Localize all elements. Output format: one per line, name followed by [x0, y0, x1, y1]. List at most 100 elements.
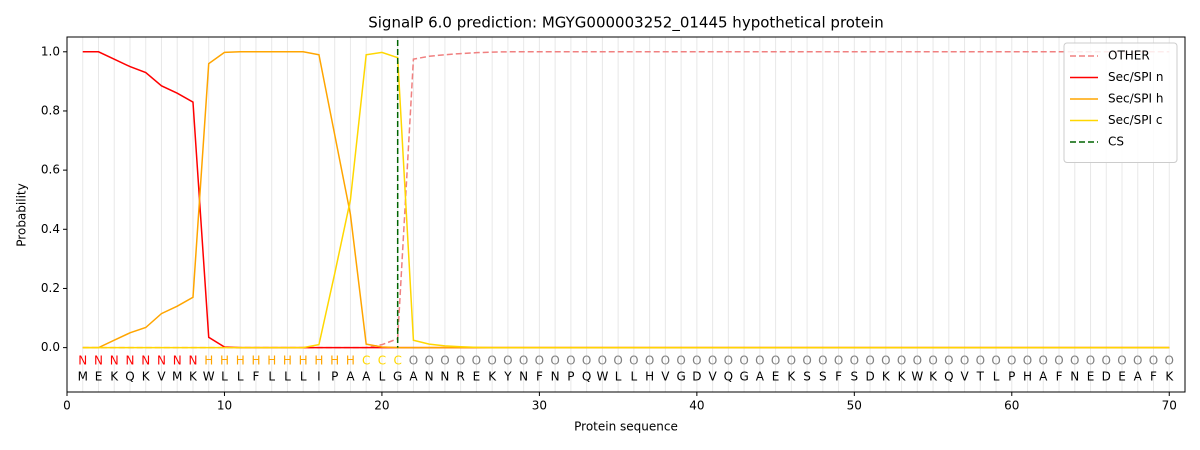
residue-label: V [157, 370, 166, 384]
region-label: O [645, 353, 654, 367]
region-label: O [676, 353, 685, 367]
region-label: H [346, 353, 355, 367]
legend-label: Sec/SPI n [1108, 70, 1163, 84]
region-label: O [440, 353, 449, 367]
region-label: O [456, 353, 465, 367]
residue-label: V [960, 370, 969, 384]
residue-label: P [567, 370, 574, 384]
region-label: O [1054, 353, 1063, 367]
region-label: O [1007, 353, 1016, 367]
region-label: O [897, 353, 906, 367]
residue-label: N [425, 370, 434, 384]
region-label: O [613, 353, 622, 367]
residue-label: N [551, 370, 560, 384]
y-tick-label: 0.0 [41, 340, 60, 354]
residue-label: K [488, 370, 497, 384]
legend-label: Sec/SPI c [1108, 113, 1162, 127]
legend-label: CS [1108, 135, 1124, 149]
region-label: O [991, 353, 1000, 367]
region-label: O [802, 353, 811, 367]
y-tick-label: 0.2 [41, 281, 60, 295]
region-label: O [550, 353, 559, 367]
region-label: H [283, 353, 292, 367]
region-label: O [850, 353, 859, 367]
residue-label: E [1118, 370, 1126, 384]
residue-label: F [536, 370, 543, 384]
plot-frame [66, 36, 1186, 393]
region-label: N [110, 353, 119, 367]
y-tick-label: 1.0 [41, 44, 60, 58]
region-label: O [818, 353, 827, 367]
residue-label: L [615, 370, 622, 384]
region-label: H [267, 353, 276, 367]
region-label: O [1133, 353, 1142, 367]
region-label: N [173, 353, 182, 367]
residue-label: G [739, 370, 748, 384]
region-label: O [692, 353, 701, 367]
region-label: O [519, 353, 528, 367]
region-label: O [834, 353, 843, 367]
region-label: C [362, 353, 370, 367]
region-label: O [487, 353, 496, 367]
residue-label: Q [125, 370, 134, 384]
x-tick-label: 10 [217, 399, 232, 413]
region-label: O [881, 353, 890, 367]
residue-label: Q [724, 370, 733, 384]
residue-label: A [362, 370, 371, 384]
chart-title: SignalP 6.0 prediction: MGYG000003252_01… [368, 14, 884, 33]
region-label: O [771, 353, 780, 367]
residue-label: K [882, 370, 891, 384]
residue-label: L [631, 370, 638, 384]
region-label: N [78, 353, 87, 367]
residue-label: N [440, 370, 449, 384]
residue-label: W [203, 370, 215, 384]
region-label: O [1149, 353, 1158, 367]
residue-label: V [661, 370, 670, 384]
region-label: O [566, 353, 575, 367]
region-label: O [598, 353, 607, 367]
residue-label: E [95, 370, 103, 384]
residue-label: M [172, 370, 182, 384]
region-label: O [472, 353, 481, 367]
residue-label: A [1039, 370, 1048, 384]
region-label: O [1117, 353, 1126, 367]
residue-label: P [331, 370, 338, 384]
region-label: N [141, 353, 150, 367]
residue-label: L [221, 370, 228, 384]
x-tick-label: 30 [532, 399, 547, 413]
y-tick-label: 0.6 [41, 163, 60, 177]
residue-label: F [253, 370, 260, 384]
region-label: C [378, 353, 386, 367]
region-label: H [330, 353, 339, 367]
region-label: O [928, 353, 937, 367]
region-label: N [157, 353, 166, 367]
legend-label: Sec/SPI h [1108, 92, 1163, 106]
residue-label: K [1165, 370, 1174, 384]
residue-label: H [645, 370, 654, 384]
residue-label: K [189, 370, 198, 384]
residue-label: K [787, 370, 796, 384]
x-tick-label: 0 [63, 399, 71, 413]
residue-label: E [772, 370, 780, 384]
region-label: O [409, 353, 418, 367]
region-label: H [299, 353, 308, 367]
residue-label: F [835, 370, 842, 384]
residue-label: L [268, 370, 275, 384]
residue-label: Q [582, 370, 591, 384]
legend-box [1063, 42, 1178, 163]
x-tick-label: 50 [847, 399, 862, 413]
residue-label: L [284, 370, 291, 384]
residue-label: S [819, 370, 827, 384]
residue-label: F [1150, 370, 1157, 384]
residue-label: D [1102, 370, 1111, 384]
region-label: O [708, 353, 717, 367]
residue-label: V [708, 370, 717, 384]
residue-label: W [911, 370, 923, 384]
residue-label: M [78, 370, 88, 384]
region-label: O [503, 353, 512, 367]
residue-label: R [456, 370, 464, 384]
region-label: O [424, 353, 433, 367]
y-tick-label: 0.4 [41, 222, 60, 236]
region-label: O [787, 353, 796, 367]
